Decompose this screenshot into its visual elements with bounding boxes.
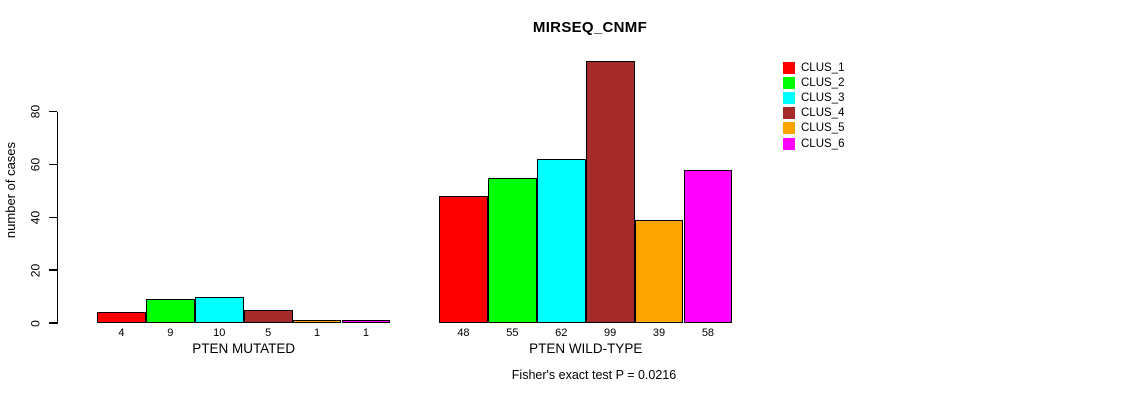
legend-label-clus_2: CLUS_2 [801,76,845,89]
bar-value-label-clus_2-pten-wild-type: 55 [506,327,519,339]
bar-value-label-clus_5-pten-mutated: 1 [313,327,321,339]
y-tick-label: 60 [28,157,43,172]
bar-clus_5-pten-wild-type [634,219,684,323]
bar-value-label-clus_6-pten-mutated: 1 [362,327,369,339]
bar-clus_3-pten-wild-type [536,159,586,323]
fisher-test-annotation: Fisher's exact test P = 0.0216 [511,368,677,382]
legend: CLUS_1 CLUS_2 CLUS_3 CLUS_4 CLUS_5 CLUS_6 [783,60,844,151]
y-axis-label: number of cases [3,141,18,239]
x-axis-group-label-pten-mutated: PTEN MUTATED [192,341,296,356]
bar-clus_2-pten-mutated [145,299,195,323]
legend-label-clus_3: CLUS_3 [801,91,845,104]
bar-value-label-clus_5-pten-wild-type: 39 [652,327,666,339]
bar-clus_4-pten-wild-type [585,61,635,323]
bar-clus_1-pten-mutated [97,312,146,323]
legend-swatch-clus_2 [783,76,795,89]
bar-clus_2-pten-wild-type [487,177,537,323]
legend-row-clus_6: CLUS_6 [783,136,844,151]
bar-value-label-clus_4-pten-mutated: 5 [265,327,272,339]
bar-clus_6-pten-wild-type [683,169,733,323]
legend-label-clus_4: CLUS_4 [801,107,845,120]
y-tick-label: 80 [28,104,43,119]
y-tick-mark [49,322,57,324]
y-tick-label: 40 [28,210,43,224]
bar-value-label-clus_2-pten-mutated: 9 [167,327,174,339]
bar-value-label-clus_1-pten-wild-type: 48 [457,327,470,339]
bar-clus_3-pten-mutated [194,296,244,323]
y-tick-mark [49,216,57,218]
x-axis-group-label-pten-wild-type: PTEN WILD-TYPE [529,341,643,356]
legend-swatch-clus_5 [783,122,795,135]
legend-label-clus_6: CLUS_6 [801,137,845,150]
bar-clus_1-pten-wild-type [439,196,488,323]
legend-label-clus_1: CLUS_1 [801,61,845,74]
legend-swatch-clus_1 [783,61,795,74]
legend-row-clus_2: CLUS_2 [783,75,844,90]
legend-row-clus_5: CLUS_5 [783,121,844,136]
bar-value-label-clus_1-pten-mutated: 4 [118,327,125,339]
bar-value-label-clus_3-pten-wild-type: 62 [555,327,568,339]
legend-row-clus_3: CLUS_3 [783,90,844,105]
y-tick-mark [49,163,57,166]
y-tick-label: 0 [28,319,43,327]
bar-clus_4-pten-mutated [243,309,293,323]
y-tick-label: 20 [28,263,43,277]
legend-swatch-clus_4 [783,107,795,120]
bar-clus_5-pten-mutated [292,320,342,323]
y-tick-mark [49,110,57,113]
bar-value-label-clus_3-pten-mutated: 10 [213,327,226,339]
bar-value-label-clus_6-pten-wild-type: 58 [701,327,715,339]
legend-row-clus_4: CLUS_4 [783,106,844,121]
legend-swatch-clus_3 [783,91,795,104]
legend-label-clus_5: CLUS_5 [801,122,845,135]
y-axis-line [57,111,59,324]
legend-row-clus_1: CLUS_1 [783,60,844,75]
chart-title: MIRSEQ_CNMF [532,19,648,36]
bar-clus_6-pten-mutated [341,320,391,323]
legend-swatch-clus_6 [783,137,795,150]
bar-value-label-clus_4-pten-wild-type: 99 [604,327,617,339]
y-tick-mark [49,269,57,271]
